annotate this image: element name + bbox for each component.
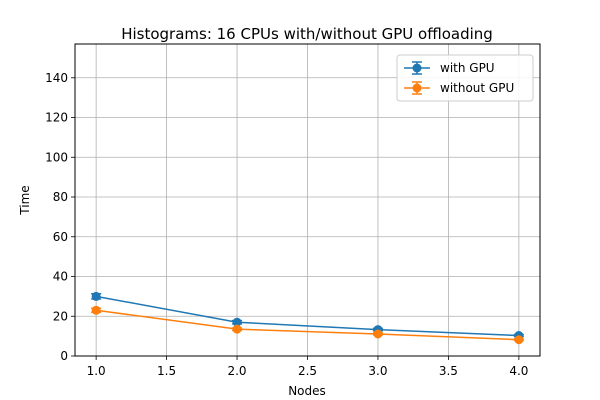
x-tick-label: 4.0 bbox=[509, 364, 528, 378]
legend-label: with GPU bbox=[440, 61, 495, 75]
y-tick-label: 20 bbox=[53, 309, 68, 323]
x-axis-label: Nodes bbox=[288, 384, 326, 398]
legend-box bbox=[396, 54, 534, 102]
y-tick-label: 60 bbox=[53, 230, 68, 244]
x-tick-label: 3.0 bbox=[368, 364, 387, 378]
x-tick-label: 1.5 bbox=[157, 364, 176, 378]
y-tick-label: 100 bbox=[45, 150, 68, 164]
y-tick-label: 140 bbox=[45, 71, 68, 85]
data-point bbox=[373, 329, 383, 339]
y-tick-label: 40 bbox=[53, 270, 68, 284]
y-tick-label: 120 bbox=[45, 111, 68, 125]
series-without-gpu bbox=[91, 305, 524, 345]
legend-marker bbox=[412, 63, 422, 73]
x-tick-label: 1.0 bbox=[87, 364, 106, 378]
data-point bbox=[91, 305, 101, 315]
y-tick-label: 0 bbox=[60, 349, 68, 363]
series-layer bbox=[91, 291, 524, 345]
chart-title: Histograms: 16 CPUs with/without GPU off… bbox=[121, 25, 493, 43]
legend-marker bbox=[412, 83, 422, 93]
series-line-with-gpu bbox=[96, 295, 519, 337]
x-axis-ticks: 1.0 1.5 2.0 2.5 3.0 3.5 4.0 bbox=[87, 356, 528, 378]
x-tick-label: 2.0 bbox=[227, 364, 246, 378]
series-with-gpu bbox=[91, 291, 524, 341]
data-point bbox=[514, 335, 524, 345]
data-point bbox=[232, 324, 242, 334]
data-point bbox=[91, 291, 101, 301]
series-line-without-gpu bbox=[96, 309, 519, 341]
y-tick-label: 80 bbox=[53, 190, 68, 204]
x-tick-label: 2.5 bbox=[298, 364, 317, 378]
legend: with GPU without GPU bbox=[396, 54, 534, 102]
legend-label: without GPU bbox=[440, 81, 514, 95]
x-tick-label: 3.5 bbox=[439, 364, 458, 378]
y-axis-ticks: 0 20 40 60 80 100 120 140 bbox=[45, 71, 75, 363]
data-point bbox=[232, 317, 242, 327]
y-axis-label: Time bbox=[18, 185, 32, 215]
